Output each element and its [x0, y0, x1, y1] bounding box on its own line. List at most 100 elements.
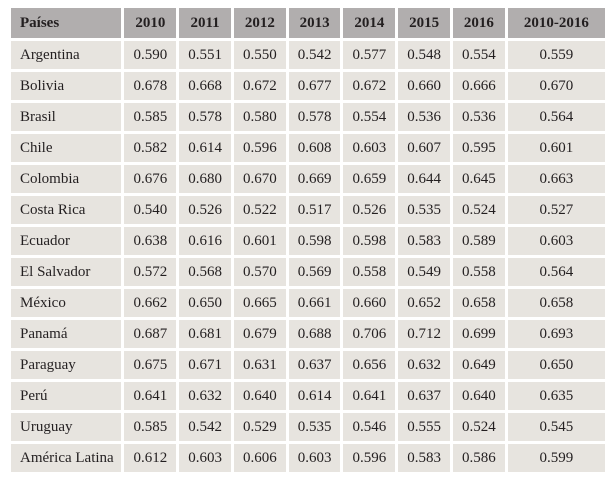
value-cell: 0.671 — [179, 351, 231, 379]
value-cell: 0.663 — [507, 165, 605, 193]
value-cell: 0.699 — [452, 320, 505, 348]
value-cell: 0.607 — [398, 134, 450, 162]
value-cell: 0.660 — [343, 289, 396, 317]
value-cell: 0.660 — [398, 72, 450, 100]
value-cell: 0.603 — [507, 227, 605, 255]
value-cell: 0.675 — [124, 351, 177, 379]
country-cell: Argentina — [11, 41, 122, 69]
value-cell: 0.662 — [124, 289, 177, 317]
table-row: Bolivia 0.678 0.668 0.672 0.677 0.672 0.660 0.6… — [11, 72, 605, 100]
value-cell: 0.670 — [233, 165, 286, 193]
value-cell: 0.649 — [452, 351, 505, 379]
table-row: Costa Rica 0.540 0.526 0.522 0.517 0.526 0.535… — [11, 196, 605, 224]
value-cell: 0.596 — [343, 444, 396, 472]
country-cell: América Latina — [11, 444, 122, 472]
header-cell-2016: 2016 — [452, 8, 505, 38]
value-cell: 0.672 — [233, 72, 286, 100]
value-cell: 0.545 — [507, 413, 605, 441]
value-cell: 0.712 — [398, 320, 450, 348]
country-cell: Uruguay — [11, 413, 122, 441]
value-cell: 0.535 — [288, 413, 341, 441]
value-cell: 0.586 — [452, 444, 505, 472]
value-cell: 0.536 — [398, 103, 450, 131]
value-cell: 0.614 — [288, 382, 341, 410]
value-cell: 0.693 — [507, 320, 605, 348]
value-cell: 0.614 — [179, 134, 231, 162]
value-cell: 0.590 — [124, 41, 177, 69]
value-cell: 0.585 — [124, 103, 177, 131]
value-cell: 0.632 — [179, 382, 231, 410]
value-cell: 0.601 — [507, 134, 605, 162]
value-cell: 0.650 — [179, 289, 231, 317]
value-cell: 0.577 — [343, 41, 396, 69]
value-cell: 0.558 — [452, 258, 505, 286]
value-cell: 0.644 — [398, 165, 450, 193]
value-cell: 0.676 — [124, 165, 177, 193]
value-cell: 0.524 — [452, 196, 505, 224]
value-cell: 0.606 — [233, 444, 286, 472]
value-cell: 0.580 — [233, 103, 286, 131]
value-cell: 0.638 — [124, 227, 177, 255]
value-cell: 0.672 — [343, 72, 396, 100]
value-cell: 0.555 — [398, 413, 450, 441]
value-cell: 0.540 — [124, 196, 177, 224]
value-cell: 0.536 — [452, 103, 505, 131]
header-cell-2010: 2010 — [124, 8, 177, 38]
value-cell: 0.595 — [452, 134, 505, 162]
table-row: Panamá 0.687 0.681 0.679 0.688 0.706 0.712 0.69… — [11, 320, 605, 348]
table-row: América Latina 0.612 0.603 0.606 0.603 0.596 0… — [11, 444, 605, 472]
value-cell: 0.578 — [288, 103, 341, 131]
value-cell: 0.527 — [507, 196, 605, 224]
table-row: Perú 0.641 0.632 0.640 0.614 0.641 0.637 0.640 0… — [11, 382, 605, 410]
value-cell: 0.645 — [452, 165, 505, 193]
table-body: Argentina 0.590 0.551 0.550 0.542 0.577 0.548 0… — [11, 41, 605, 472]
value-cell: 0.583 — [398, 444, 450, 472]
header-cell-2015: 2015 — [398, 8, 450, 38]
value-cell: 0.554 — [452, 41, 505, 69]
value-cell: 0.603 — [179, 444, 231, 472]
table-row: Paraguay 0.675 0.671 0.631 0.637 0.656 0.632 0.… — [11, 351, 605, 379]
value-cell: 0.570 — [233, 258, 286, 286]
value-cell: 0.526 — [343, 196, 396, 224]
header-cell-2011: 2011 — [179, 8, 231, 38]
value-cell: 0.659 — [343, 165, 396, 193]
value-cell: 0.517 — [288, 196, 341, 224]
header-row: Países 2010 2011 2012 2013 2014 2015 2016 2010-2… — [11, 8, 605, 38]
header-cell-2010-2016: 2010-2016 — [507, 8, 605, 38]
value-cell: 0.542 — [288, 41, 341, 69]
value-cell: 0.583 — [398, 227, 450, 255]
value-cell: 0.608 — [288, 134, 341, 162]
value-cell: 0.656 — [343, 351, 396, 379]
value-cell: 0.599 — [507, 444, 605, 472]
table-row: México 0.662 0.650 0.665 0.661 0.660 0.652 0.65… — [11, 289, 605, 317]
value-cell: 0.548 — [398, 41, 450, 69]
value-cell: 0.681 — [179, 320, 231, 348]
value-cell: 0.640 — [452, 382, 505, 410]
value-cell: 0.650 — [507, 351, 605, 379]
value-cell: 0.558 — [343, 258, 396, 286]
header-cell-2014: 2014 — [343, 8, 396, 38]
value-cell: 0.601 — [233, 227, 286, 255]
value-cell: 0.578 — [179, 103, 231, 131]
value-cell: 0.535 — [398, 196, 450, 224]
value-cell: 0.589 — [452, 227, 505, 255]
country-cell: Panamá — [11, 320, 122, 348]
value-cell: 0.546 — [343, 413, 396, 441]
value-cell: 0.679 — [233, 320, 286, 348]
country-cell: Colombia — [11, 165, 122, 193]
value-cell: 0.641 — [343, 382, 396, 410]
header-cell-2013: 2013 — [288, 8, 341, 38]
value-cell: 0.582 — [124, 134, 177, 162]
value-cell: 0.596 — [233, 134, 286, 162]
value-cell: 0.680 — [179, 165, 231, 193]
value-cell: 0.658 — [507, 289, 605, 317]
header-cell-2012: 2012 — [233, 8, 286, 38]
country-cell: Paraguay — [11, 351, 122, 379]
value-cell: 0.637 — [288, 351, 341, 379]
value-cell: 0.612 — [124, 444, 177, 472]
value-cell: 0.665 — [233, 289, 286, 317]
value-cell: 0.666 — [452, 72, 505, 100]
value-cell: 0.564 — [507, 103, 605, 131]
value-cell: 0.658 — [452, 289, 505, 317]
country-cell: Costa Rica — [11, 196, 122, 224]
